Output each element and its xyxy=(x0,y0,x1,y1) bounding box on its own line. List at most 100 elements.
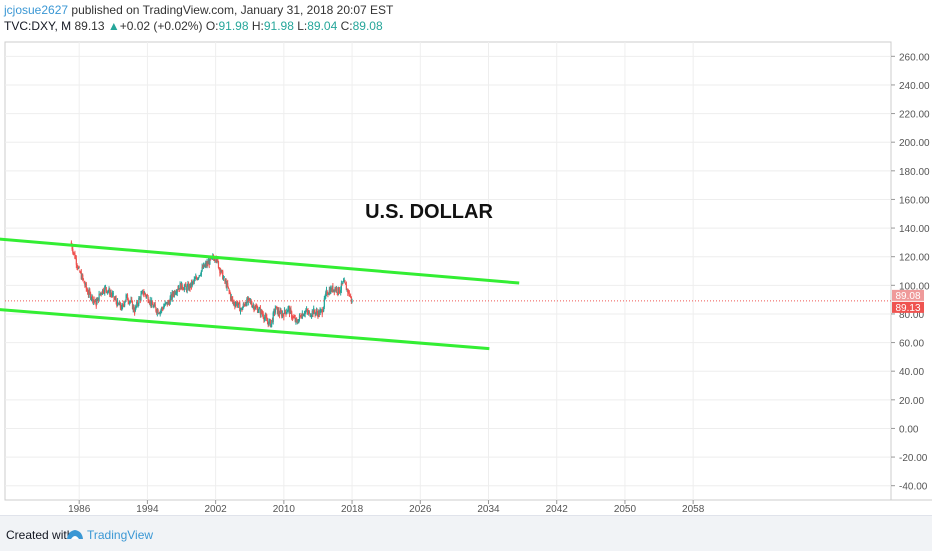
candle-body xyxy=(267,321,269,326)
tradingview-brand-link[interactable]: TradingView xyxy=(87,528,154,542)
axes: 260.00 240.00 220.00 200.00 180.00 160.00 140.… xyxy=(68,52,930,515)
candle-body xyxy=(97,297,99,302)
candle-body xyxy=(298,319,300,323)
candle-body xyxy=(271,319,273,324)
candle-body xyxy=(77,267,80,269)
candle-body xyxy=(202,264,205,269)
candle-body xyxy=(224,281,227,283)
plot-area[interactable] xyxy=(4,41,892,501)
candle-body xyxy=(215,256,217,262)
candle-body xyxy=(229,291,231,294)
candle-body xyxy=(173,293,175,296)
candle-body xyxy=(153,305,155,308)
candle-body xyxy=(226,283,228,288)
candle-body xyxy=(215,259,217,261)
candle-body xyxy=(102,289,104,293)
candle-body xyxy=(187,284,189,286)
candle-body xyxy=(308,312,310,314)
candle-body xyxy=(110,292,112,295)
candle-body xyxy=(330,287,332,294)
author-link[interactable]: jcjosue2627 xyxy=(4,3,69,17)
candle-body xyxy=(230,296,232,299)
candle-body xyxy=(320,309,323,311)
candle-body xyxy=(83,281,85,284)
candle-body xyxy=(200,270,203,275)
candle-body xyxy=(164,302,166,306)
candle-body xyxy=(325,292,327,297)
candle-body xyxy=(242,304,244,308)
candle-body xyxy=(114,298,116,300)
candle-body xyxy=(284,310,286,313)
channel-upper-line[interactable] xyxy=(0,234,520,285)
y-tick-label: 20.00 xyxy=(899,396,924,407)
candle-body xyxy=(259,308,261,315)
candle-body xyxy=(217,258,219,262)
candle-body xyxy=(128,301,130,303)
candle-body xyxy=(341,283,343,285)
candle-body xyxy=(347,291,350,293)
candle-body xyxy=(306,309,308,312)
candle-body xyxy=(292,316,294,318)
candle-body xyxy=(263,317,265,320)
candle-body xyxy=(264,317,266,320)
high-value: 91.98 xyxy=(263,19,294,33)
candle-body xyxy=(351,300,353,302)
candle-body xyxy=(77,266,79,269)
tradingview-logo-icon[interactable] xyxy=(66,528,84,540)
candle-body xyxy=(86,288,88,291)
candle-body xyxy=(180,281,183,290)
candle-body xyxy=(332,289,335,292)
candle-body xyxy=(204,265,206,267)
y-tick-label: 220.00 xyxy=(899,110,930,121)
candle-body xyxy=(297,322,299,324)
candle-body xyxy=(189,284,191,289)
candle-body xyxy=(202,266,204,269)
candle-body xyxy=(174,291,176,294)
candle-body xyxy=(197,277,200,279)
candle-body xyxy=(335,288,337,291)
candle-body xyxy=(340,289,342,293)
x-tick-label: 2018 xyxy=(341,504,364,515)
candle-body xyxy=(329,289,331,294)
candle-body xyxy=(349,295,351,297)
candle-body xyxy=(331,286,333,292)
grid xyxy=(5,42,891,500)
candle-body xyxy=(129,301,131,303)
candle-body xyxy=(165,302,167,304)
candle-body xyxy=(138,297,140,305)
y-tick-label: 180.00 xyxy=(899,167,930,178)
candle-body xyxy=(106,290,108,293)
candle-body xyxy=(158,313,161,315)
candle-body xyxy=(245,302,247,306)
candle-body xyxy=(119,302,121,306)
candle-body xyxy=(286,311,288,314)
candle-body xyxy=(185,288,188,291)
chart-annotation[interactable]: U.S. DOLLAR xyxy=(365,201,493,223)
candle-body xyxy=(338,287,340,294)
candle-body xyxy=(192,281,194,283)
candle-body xyxy=(80,272,82,280)
last-price: 89.13 xyxy=(74,19,105,33)
candle-body xyxy=(133,306,135,312)
candle-body xyxy=(104,286,106,293)
candle-body xyxy=(119,302,122,308)
candle-body xyxy=(112,293,114,295)
candle-body xyxy=(274,308,276,313)
candle-body xyxy=(247,298,249,302)
candle-body xyxy=(97,297,99,301)
candle-body xyxy=(243,304,245,306)
symbol-label[interactable]: TVC:DXY, M xyxy=(4,19,72,33)
candle-body xyxy=(221,270,223,272)
y-tick-label: 40.00 xyxy=(899,367,924,378)
candle-body xyxy=(318,311,320,314)
price-chart[interactable]: 260.00 240.00 220.00 200.00 180.00 160.00 140.… xyxy=(0,0,932,515)
candle-body xyxy=(218,267,220,269)
candle-body xyxy=(137,304,139,306)
channel-lower-line[interactable] xyxy=(0,307,490,351)
candle-body xyxy=(195,277,198,279)
candle-body xyxy=(328,293,330,295)
candle-body xyxy=(126,294,128,297)
candle-body xyxy=(350,296,352,298)
candle-body xyxy=(282,313,284,315)
candle-body xyxy=(153,304,156,306)
